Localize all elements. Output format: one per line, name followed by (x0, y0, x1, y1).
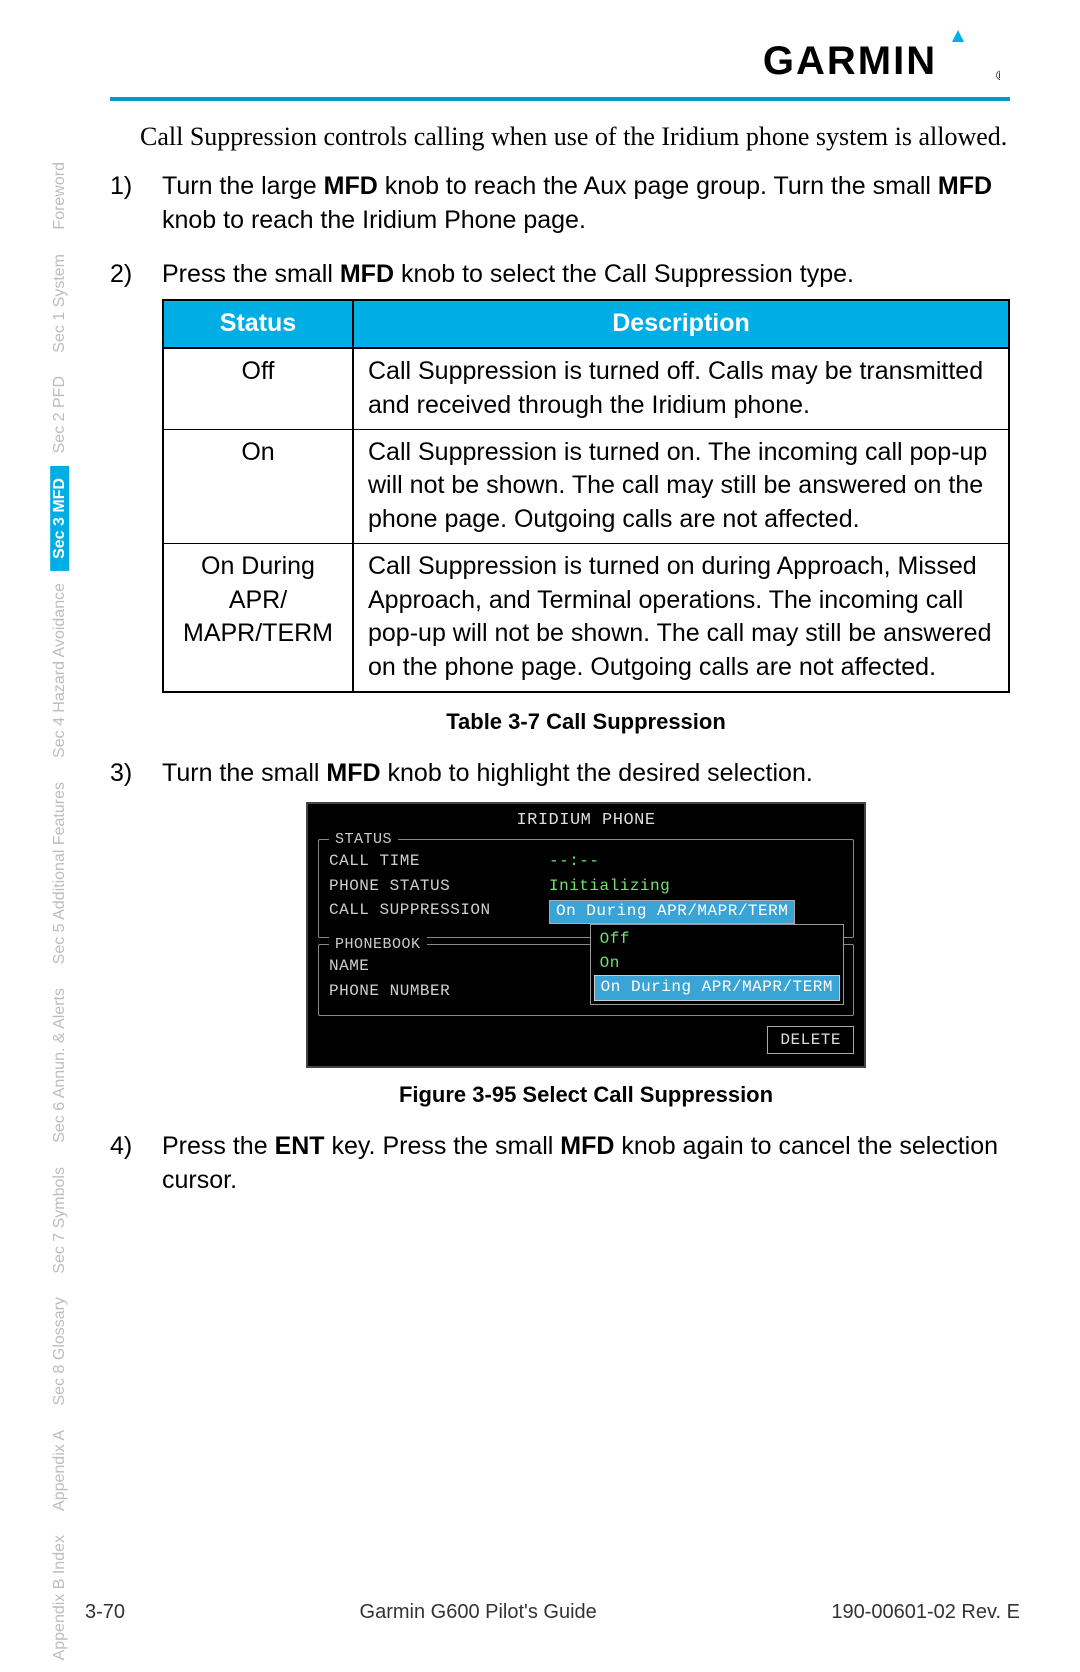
cell-desc-2: Call Suppression is turned on during App… (353, 543, 1009, 692)
step-1-bold-1: MFD (324, 172, 378, 200)
sidetab-sec3: Sec 3 MFD (50, 466, 69, 571)
sidetab-sec1: Sec 1 System (50, 242, 69, 365)
scr-name-label: NAME (329, 956, 549, 978)
scr-group-status: STATUS CALL TIME --:-- PHONE STATUS Init… (318, 839, 854, 938)
step-4-text-b: key. Press the small (325, 1132, 561, 1160)
scr-call-supp-label: CALL SUPPRESSION (329, 900, 549, 924)
step-3-text-a: Turn the small (162, 759, 326, 787)
steps-list: Turn the large MFD knob to reach the Aux… (110, 170, 1010, 1198)
table-row: Off Call Suppression is turned off. Call… (163, 348, 1009, 429)
step-3-text-b: knob to highlight the desired selection. (381, 759, 813, 787)
cell-desc-0: Call Suppression is turned off. Calls ma… (353, 348, 1009, 429)
footer-title: Garmin G600 Pilot's Guide (360, 1601, 597, 1624)
scr-call-supp-value: On During APR/MAPR/TERM (549, 900, 795, 924)
step-4-text-a: Press the (162, 1132, 275, 1160)
sidetab-sec6: Sec 6 Annun. & Alerts (50, 976, 69, 1155)
sidetab-appendix-b: Appendix B Index (50, 1523, 69, 1672)
step-2-text-a: Press the small (162, 260, 340, 288)
scr-call-time-label: CALL TIME (329, 851, 549, 873)
step-4-bold-1: ENT (275, 1132, 325, 1160)
table-row: On Call Suppression is turned on. The in… (163, 429, 1009, 543)
scr-title: IRIDIUM PHONE (318, 810, 854, 833)
step-1-text-a: Turn the large (162, 172, 324, 200)
sidetab-sec4: Sec 4 Hazard Avoidance (50, 571, 69, 770)
step-3: Turn the small MFD knob to highlight the… (110, 757, 1010, 1111)
th-description: Description (353, 300, 1009, 348)
step-2: Press the small MFD knob to select the C… (110, 258, 1010, 737)
scr-group-status-label: STATUS (329, 830, 398, 850)
scr-phonenum-label: PHONE NUMBER (329, 981, 549, 1003)
cell-status-2: On During APR/ MAPR/TERM (163, 543, 353, 692)
side-tab-strip: Foreword Sec 1 System Sec 2 PFD Sec 3 MF… (50, 150, 100, 1672)
step-2-bold: MFD (340, 260, 394, 288)
cell-status-1: On (163, 429, 353, 543)
step-1-text-b: knob to reach the Aux page group. Turn t… (378, 172, 938, 200)
sidetab-sec2: Sec 2 PFD (50, 364, 69, 465)
step-4-bold-2: MFD (560, 1132, 614, 1160)
screenshot-wrap: IRIDIUM PHONE STATUS CALL TIME --:-- PHO… (162, 802, 1010, 1068)
scr-delete-button: DELETE (767, 1026, 854, 1054)
page-content: GARMIN ® Call Suppression controls calli… (110, 30, 1010, 1218)
cell-status-0: Off (163, 348, 353, 429)
step-3-bold: MFD (326, 759, 380, 787)
step-2-text-b: knob to select the Call Suppression type… (394, 260, 854, 288)
step-1-text-c: knob to reach the Iridium Phone page. (162, 206, 586, 234)
sidetab-foreword: Foreword (50, 150, 69, 242)
scr-dropdown: Off On On During APR/MAPR/TERM (590, 924, 844, 1005)
page-footer: 3-70 Garmin G600 Pilot's Guide 190-00601… (85, 1601, 1020, 1624)
logo-wrap: GARMIN ® (110, 30, 1010, 91)
logo-reg: ® (996, 67, 1000, 83)
intro-paragraph: Call Suppression controls calling when u… (110, 119, 1010, 154)
th-status: Status (163, 300, 353, 348)
sidetab-sec5: Sec 5 Additional Features (50, 770, 69, 976)
scr-delete-wrap: DELETE (318, 1028, 854, 1052)
scr-phone-status-value: Initializing (549, 876, 670, 898)
header-rule (110, 97, 1010, 101)
scr-call-time-value: --:-- (549, 851, 600, 873)
table-caption: Table 3-7 Call Suppression (162, 707, 1010, 737)
cell-desc-1: Call Suppression is turned on. The incom… (353, 429, 1009, 543)
call-suppression-table: Status Description Off Call Suppression … (162, 299, 1010, 693)
scr-phone-status-label: PHONE STATUS (329, 876, 549, 898)
sidetab-sec8: Sec 8 Glossary (50, 1285, 69, 1417)
garmin-logo: GARMIN ® (700, 30, 1000, 86)
scr-dropdown-opt-sel: On During APR/MAPR/TERM (594, 975, 840, 1001)
footer-page-number: 3-70 (85, 1601, 125, 1624)
step-1: Turn the large MFD knob to reach the Aux… (110, 170, 1010, 238)
table-row: On During APR/ MAPR/TERM Call Suppressio… (163, 543, 1009, 692)
step-4: Press the ENT key. Press the small MFD k… (110, 1130, 1010, 1198)
iridium-phone-screenshot: IRIDIUM PHONE STATUS CALL TIME --:-- PHO… (306, 802, 866, 1068)
figure-caption: Figure 3-95 Select Call Suppression (162, 1080, 1010, 1110)
scr-dropdown-opt-off: Off (594, 928, 840, 952)
step-1-bold-2: MFD (938, 172, 992, 200)
sidetab-appendix-a: Appendix A (50, 1418, 69, 1523)
sidetab-sec7: Sec 7 Symbols (50, 1155, 69, 1286)
scr-group-phonebook-label: PHONEBOOK (329, 935, 427, 955)
logo-text: GARMIN (763, 39, 937, 83)
footer-revision: 190-00601-02 Rev. E (831, 1601, 1020, 1624)
scr-dropdown-opt-on: On (594, 952, 840, 976)
